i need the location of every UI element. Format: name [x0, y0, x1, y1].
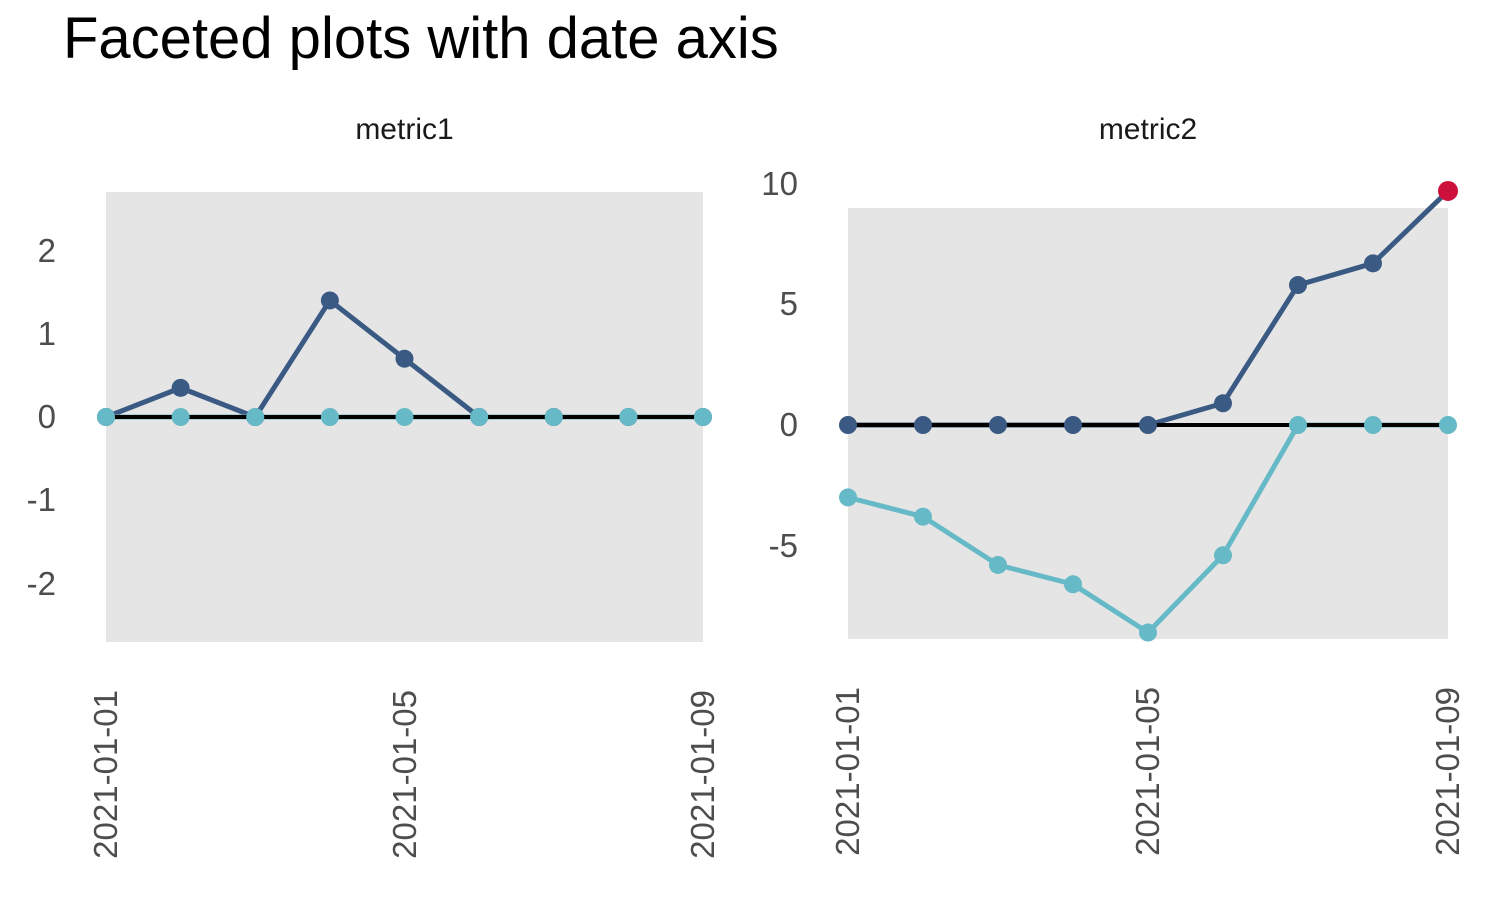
data-point-teal-metric1: [619, 408, 638, 426]
y-axis-tick-label: 0: [37, 398, 56, 435]
data-point-navy-metric2: [1214, 394, 1232, 413]
data-point-teal-metric1: [171, 408, 190, 426]
data-point-navy-metric1: [320, 291, 339, 310]
data-point-navy-metric1: [171, 378, 190, 397]
data-point-teal-metric2: [1064, 575, 1082, 594]
x-axis-tick-label-text: 2021-01-01: [829, 687, 866, 856]
data-point-teal-metric2: [1139, 623, 1157, 642]
y-axis-tick-label: 1: [37, 314, 56, 352]
y-axis-tick-label: 2: [37, 231, 56, 269]
data-point-teal-metric1: [694, 408, 712, 426]
facet-title-metric1: metric1: [355, 113, 454, 146]
data-point-navy-metric2: [1139, 416, 1157, 434]
y-axis-tick-label: 5: [779, 285, 798, 323]
x-axis-tick-label-text: 2021-01-01: [87, 690, 124, 859]
x-axis-tick-label-text: 2021-01-05: [385, 690, 423, 859]
data-point-teal-metric1: [544, 408, 563, 426]
data-point-navy-metric2: [989, 416, 1007, 434]
x-axis-tick-label-text: 2021-01-05: [1129, 687, 1166, 856]
y-axis-tick-label: 0: [779, 406, 798, 443]
data-point-teal-metric1: [395, 408, 414, 426]
data-point-teal-metric1: [97, 408, 115, 426]
data-point-teal-metric1: [246, 408, 265, 426]
data-point-teal-metric1: [470, 408, 489, 426]
data-point-navy-metric2: [1289, 276, 1307, 295]
y-axis-tick-label: 10: [761, 164, 798, 202]
data-point-navy-metric1: [395, 349, 414, 368]
data-point-teal-metric2: [989, 555, 1007, 574]
data-point-navy-metric2: [1364, 254, 1382, 273]
data-point-teal-metric2: [914, 507, 932, 526]
data-point-navy-metric2: [914, 416, 932, 434]
y-axis-tick-label: -2: [26, 564, 56, 602]
y-axis-tick-label: -1: [26, 481, 56, 519]
data-point-navy-metric2: [839, 416, 857, 434]
data-point-navy-metric2: [1064, 416, 1082, 434]
data-point-teal-metric1: [320, 408, 339, 426]
data-point-teal-metric2: [1214, 546, 1232, 565]
highlight-point-metric2: [1438, 180, 1458, 201]
facet-title-metric2: metric2: [1098, 113, 1198, 146]
data-point-teal-metric2: [839, 488, 857, 507]
y-axis-tick-label: -5: [768, 526, 798, 564]
data-point-teal-metric2: [1439, 416, 1457, 434]
figure-title: Faceted plots with date axis: [63, 6, 779, 71]
data-point-teal-metric2: [1289, 416, 1307, 434]
x-axis-tick-label-text: 2021-01-09: [1429, 687, 1466, 856]
data-point-teal-metric2: [1364, 416, 1382, 434]
x-axis-tick-label-text: 2021-01-09: [684, 690, 721, 859]
